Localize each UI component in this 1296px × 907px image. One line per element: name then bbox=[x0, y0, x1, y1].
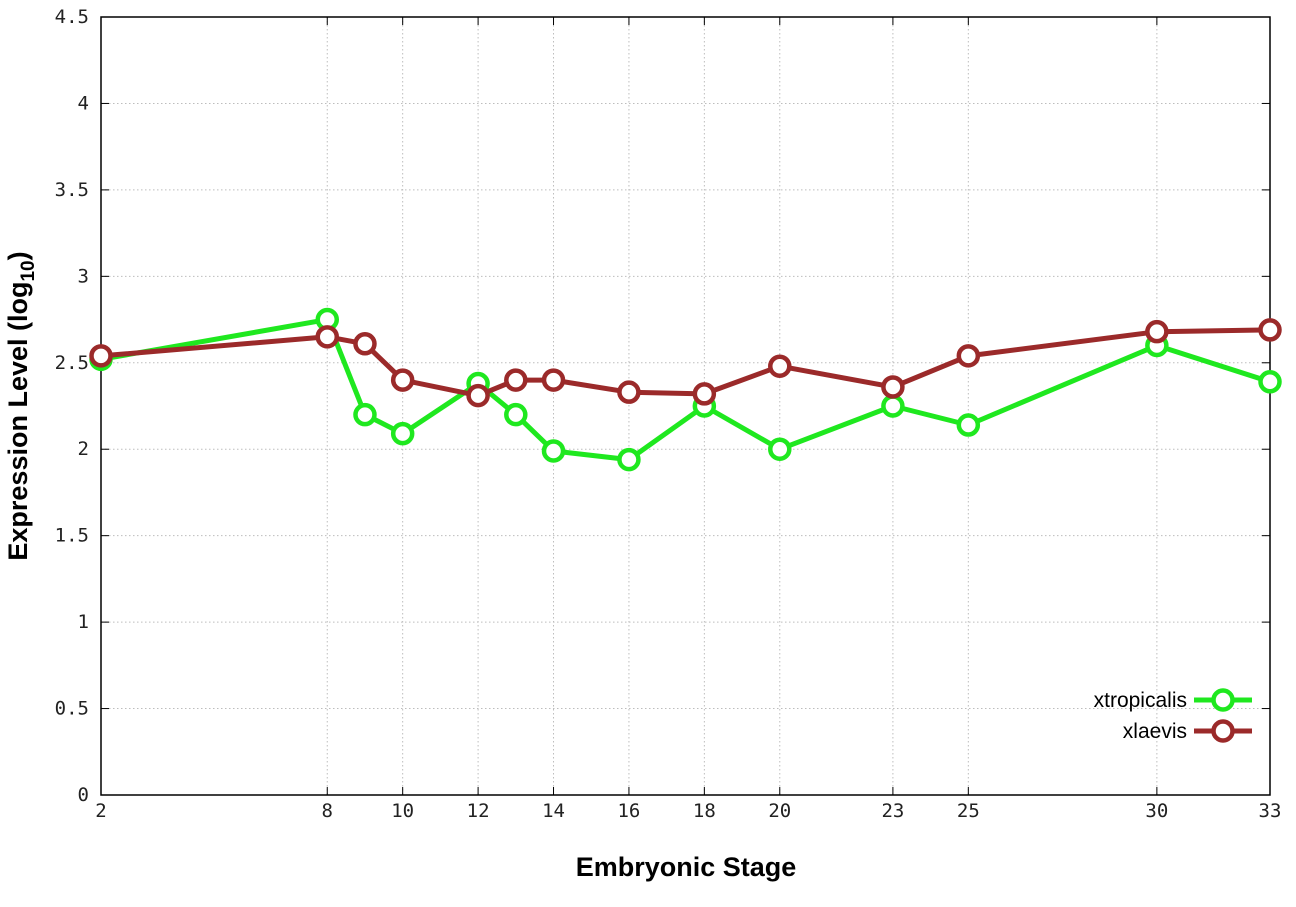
y-tick-label: 2.5 bbox=[55, 352, 89, 374]
x-tick-label: 30 bbox=[1145, 800, 1168, 822]
y-axis-title: Expression Level (log10) bbox=[3, 251, 39, 560]
data-point-xlaevis bbox=[504, 368, 528, 392]
data-point-xlaevis bbox=[353, 332, 377, 356]
x-tick-label: 33 bbox=[1259, 800, 1282, 822]
y-axis-title-subscript: 10 bbox=[18, 260, 39, 281]
legend-item-xtropicalis: xtropicalis bbox=[1094, 688, 1252, 712]
y-tick-label: 3 bbox=[78, 265, 89, 287]
x-tick-label: 25 bbox=[957, 800, 980, 822]
legend-swatch-marker bbox=[1211, 688, 1235, 712]
data-point-xtropicalis bbox=[956, 413, 981, 437]
y-tick-label: 1 bbox=[78, 611, 89, 633]
data-point-xlaevis bbox=[541, 368, 566, 392]
data-point-xlaevis bbox=[881, 375, 905, 399]
data-point-xlaevis bbox=[617, 380, 641, 404]
x-tick-label: 16 bbox=[617, 800, 640, 822]
data-point-xlaevis bbox=[89, 344, 113, 368]
legend-label: xlaevis bbox=[1123, 720, 1187, 743]
x-tick-label: 2 bbox=[95, 800, 106, 822]
legend-item-xlaevis: xlaevis bbox=[1123, 719, 1252, 743]
y-tick-label: 4 bbox=[78, 92, 89, 114]
legend-swatch-marker bbox=[1211, 719, 1235, 743]
series-xlaevis bbox=[89, 318, 1282, 408]
y-tick-label: 2 bbox=[78, 438, 89, 460]
data-point-xtropicalis bbox=[541, 439, 566, 463]
x-tick-label: 23 bbox=[881, 800, 904, 822]
x-tick-label: 10 bbox=[391, 800, 414, 822]
x-tick-label: 14 bbox=[542, 800, 565, 822]
y-axis-title-main: Expression Level (log bbox=[3, 282, 33, 561]
data-point-xlaevis bbox=[1258, 318, 1282, 342]
data-point-xtropicalis bbox=[390, 421, 415, 446]
x-tick-label: 20 bbox=[768, 800, 791, 822]
data-point-xlaevis bbox=[768, 354, 792, 378]
y-tick-label: 1.5 bbox=[55, 525, 89, 547]
data-point-xlaevis bbox=[692, 382, 717, 406]
data-point-xtropicalis bbox=[768, 437, 792, 461]
data-point-xtropicalis bbox=[353, 402, 377, 427]
y-tick-label: 0 bbox=[78, 784, 89, 806]
plot-area-frame bbox=[100, 16, 1271, 796]
series-xtropicalis bbox=[89, 307, 1282, 472]
legend: xtropicalis xlaevis bbox=[1094, 688, 1252, 743]
data-point-xtropicalis bbox=[617, 447, 641, 472]
data-point-xlaevis bbox=[315, 325, 340, 349]
legend-label: xtropicalis bbox=[1094, 689, 1187, 712]
data-point-xlaevis bbox=[390, 368, 415, 392]
y-tick-label: 0.5 bbox=[55, 698, 89, 720]
y-axis-title-close: ) bbox=[3, 251, 33, 260]
y-tick-label: 4.5 bbox=[55, 6, 89, 28]
x-axis-title: Embryonic Stage bbox=[576, 852, 797, 882]
x-tick-label: 18 bbox=[693, 800, 716, 822]
data-point-xtropicalis bbox=[1258, 370, 1282, 394]
y-tick-label: 3.5 bbox=[55, 179, 89, 201]
axis-ticks: 0 0.5 1 1.5 2 2.5 3 3.5 4 4.5 2 8 10 12 14 16 18 20 23 25 30… bbox=[55, 6, 1282, 822]
series-layer bbox=[89, 307, 1282, 472]
data-point-xlaevis bbox=[956, 344, 981, 368]
data-point-xlaevis bbox=[466, 383, 490, 408]
data-point-xtropicalis bbox=[504, 402, 528, 427]
x-tick-label: 8 bbox=[322, 800, 333, 822]
data-point-xlaevis bbox=[1145, 319, 1169, 344]
x-tick-label: 12 bbox=[467, 800, 490, 822]
grid-lines bbox=[101, 17, 1270, 795]
data-point-xtropicalis bbox=[881, 394, 905, 418]
